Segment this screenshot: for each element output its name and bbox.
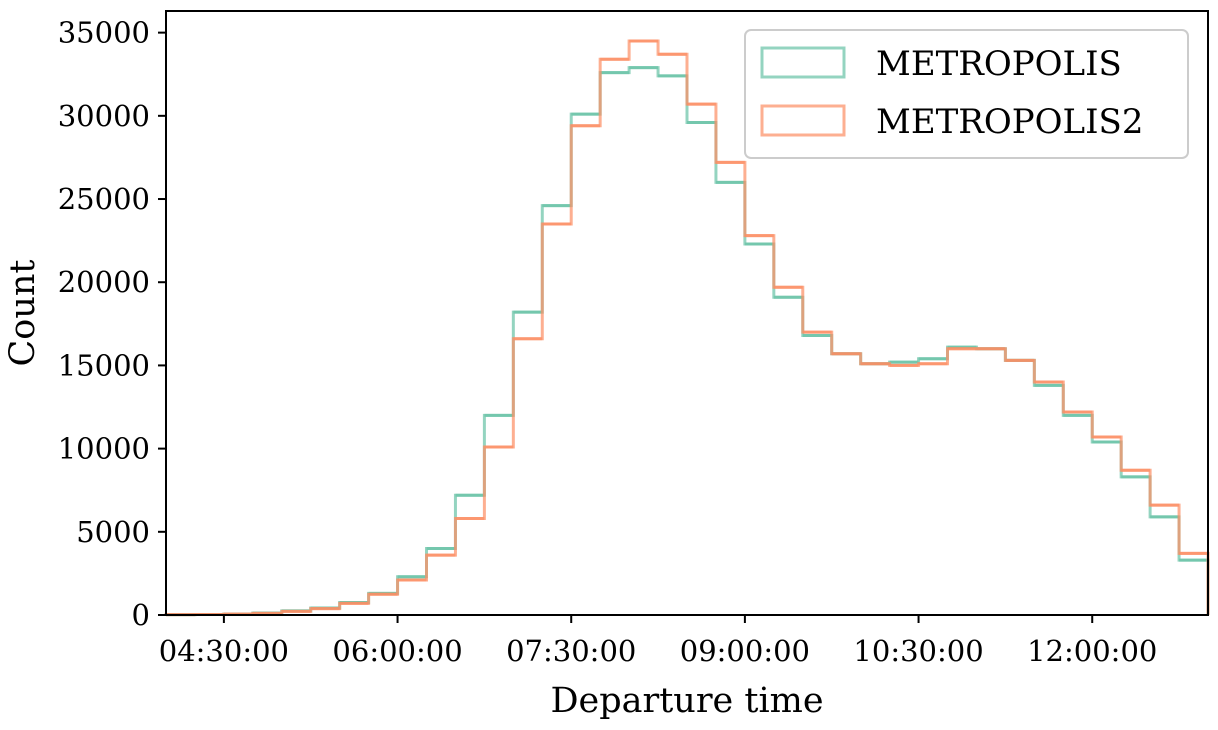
y-tick-label: 0 [132,598,150,632]
legend-swatch-metropolis [760,46,846,79]
legend-swatch-metropolis2 [760,104,846,137]
series-step-line-metropolis2 [164,39,1210,617]
x-tick-label: 06:00:00 [332,634,462,668]
legend-label-metropolis: METROPOLIS [876,44,1122,84]
y-tick-label: 5000 [76,515,150,549]
y-tick-label: 25000 [58,182,150,216]
x-tick-label: 07:30:00 [506,634,636,668]
y-axis-title: Count [3,260,43,367]
y-tick-label: 35000 [58,16,150,50]
legend-box [744,29,1189,159]
legend-label-metropolis2: METROPOLIS2 [876,102,1143,142]
x-tick-label: 12:00:00 [1027,634,1157,668]
x-axis-title: Departure time [550,681,823,721]
axes-layer: 0 5000 10000 15000 20000 25000 30000 35000 04:30… [3,10,1209,721]
y-tick-label: 15000 [58,348,150,382]
plot-frame [165,10,1209,616]
x-tick-label: 04:30:00 [159,634,289,668]
legend: METROPOLIS METROPOLIS2 [744,29,1189,159]
y-tick-label: 20000 [58,265,150,299]
x-tick-label: 10:30:00 [853,634,983,668]
y-tick-label: 10000 [58,432,150,466]
y-tick-label: 30000 [58,99,150,133]
x-tick-label: 09:00:00 [680,634,810,668]
